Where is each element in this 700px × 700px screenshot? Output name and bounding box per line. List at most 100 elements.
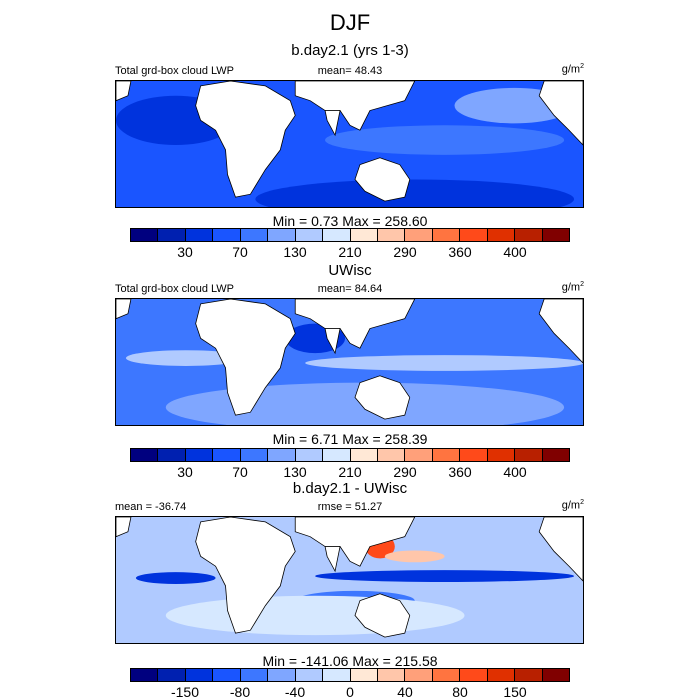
units: g/m <box>561 281 581 294</box>
colorbar-box <box>432 229 461 241</box>
colorbar-tick-label: 80 <box>452 684 468 700</box>
units-superscript: 2 <box>580 499 584 506</box>
land-mass <box>115 298 132 320</box>
panel-title: b.day2.1 (yrs 1-3) <box>291 42 409 59</box>
colorbar-tick-label: -40 <box>284 684 306 700</box>
map-plot <box>115 516 584 644</box>
min-max-label: Min = -141.06 Max = 215.58 <box>262 653 438 669</box>
colorbar-box <box>323 229 351 241</box>
colorbar <box>130 228 570 242</box>
land-mass <box>195 80 296 198</box>
colorbar-box <box>515 449 543 461</box>
colorbar-tick-label: 150 <box>503 684 527 700</box>
units-label: g/m2 <box>562 63 584 76</box>
colorbar-tick-label: 210 <box>338 464 362 480</box>
units: g/m <box>561 63 581 76</box>
colorbar-box <box>295 229 324 241</box>
colorbar-box <box>432 669 461 681</box>
colorbar-box <box>131 449 159 461</box>
min-max-label: Min = 6.71 Max = 258.39 <box>272 431 428 447</box>
land-mass <box>294 298 416 349</box>
colorbar-box <box>213 669 241 681</box>
panel-center-label: mean= 84.64 <box>317 283 383 295</box>
colorbar-box <box>185 229 214 241</box>
colorbar-box <box>268 669 296 681</box>
colorbar-box <box>405 669 433 681</box>
colorbar-box <box>460 669 488 681</box>
units-label: g/m2 <box>562 499 584 512</box>
colorbar-box <box>158 669 186 681</box>
colorbar-tick-label: 400 <box>503 464 527 480</box>
land-mass <box>354 375 411 420</box>
land-mass <box>195 516 296 634</box>
land-mass <box>294 80 416 131</box>
colorbar-box <box>213 229 241 241</box>
colorbar-box <box>131 669 159 681</box>
colorbar-box <box>542 449 569 461</box>
panel-left-label: Total grd-box cloud LWP <box>115 283 235 295</box>
colorbar-box <box>158 229 186 241</box>
colorbar-tick-label: 400 <box>503 244 527 260</box>
colorbar-box <box>377 229 406 241</box>
min-max-label: Min = 0.73 Max = 258.60 <box>272 213 428 229</box>
land-mass <box>195 298 296 416</box>
colorbar-box <box>377 669 406 681</box>
colorbar-tick-label: 130 <box>283 464 307 480</box>
colorbar <box>130 448 570 462</box>
units-superscript: 2 <box>580 63 584 70</box>
colorbar-box <box>487 229 516 241</box>
colorbar-tick-label: 70 <box>232 244 248 260</box>
colorbar-box <box>460 449 488 461</box>
colorbar-box <box>268 449 296 461</box>
colorbar-box <box>323 669 351 681</box>
colorbar-box <box>185 449 214 461</box>
panel-center-label: rmse = 51.27 <box>317 501 383 513</box>
land-mass <box>354 157 411 202</box>
colorbar-tick-label: 30 <box>177 244 193 260</box>
colorbar-box <box>158 449 186 461</box>
panel-left-label: mean = -36.74 <box>115 501 187 513</box>
colorbar-box <box>240 669 269 681</box>
colorbar-box <box>405 449 433 461</box>
panel-left-label: Total grd-box cloud LWP <box>115 65 235 77</box>
colorbar-tick-label: -80 <box>229 684 251 700</box>
map-plot <box>115 298 584 432</box>
colorbar-box <box>295 449 324 461</box>
colorbar-box <box>350 669 378 681</box>
colorbar-box <box>268 229 296 241</box>
colorbar <box>130 668 570 682</box>
colorbar-box <box>295 669 324 681</box>
figure-title: DJF <box>329 10 371 35</box>
colorbar-tick-label: 40 <box>397 684 413 700</box>
panel-title: UWisc <box>328 262 372 279</box>
land-mass <box>115 516 132 538</box>
land-mass <box>324 546 341 573</box>
colorbar-box <box>213 449 241 461</box>
colorbar-box <box>542 229 569 241</box>
land-mass <box>324 328 341 355</box>
colorbar-tick-label: 290 <box>393 464 417 480</box>
colorbar-box <box>185 669 214 681</box>
units: g/m <box>561 499 581 512</box>
colorbar-box <box>377 449 406 461</box>
colorbar-tick-label: 360 <box>448 464 472 480</box>
panel-title: b.day2.1 - UWisc <box>292 480 408 497</box>
colorbar-tick-label: 290 <box>393 244 417 260</box>
colorbar-box <box>432 449 461 461</box>
colorbar-box <box>460 229 488 241</box>
map-plot <box>115 80 584 219</box>
colorbar-tick-label: 30 <box>177 464 193 480</box>
colorbar-tick-label: 360 <box>448 244 472 260</box>
colorbar-box <box>240 229 269 241</box>
units-label: g/m2 <box>562 281 584 294</box>
colorbar-box <box>350 229 378 241</box>
colorbar-box <box>350 449 378 461</box>
colorbar-box <box>240 449 269 461</box>
land-mass <box>324 110 341 137</box>
colorbar-tick-label: 130 <box>283 244 307 260</box>
land-mass <box>115 80 132 102</box>
colorbar-box <box>542 669 569 681</box>
colorbar-box <box>323 449 351 461</box>
land-mass <box>294 516 416 567</box>
colorbar-box <box>405 229 433 241</box>
